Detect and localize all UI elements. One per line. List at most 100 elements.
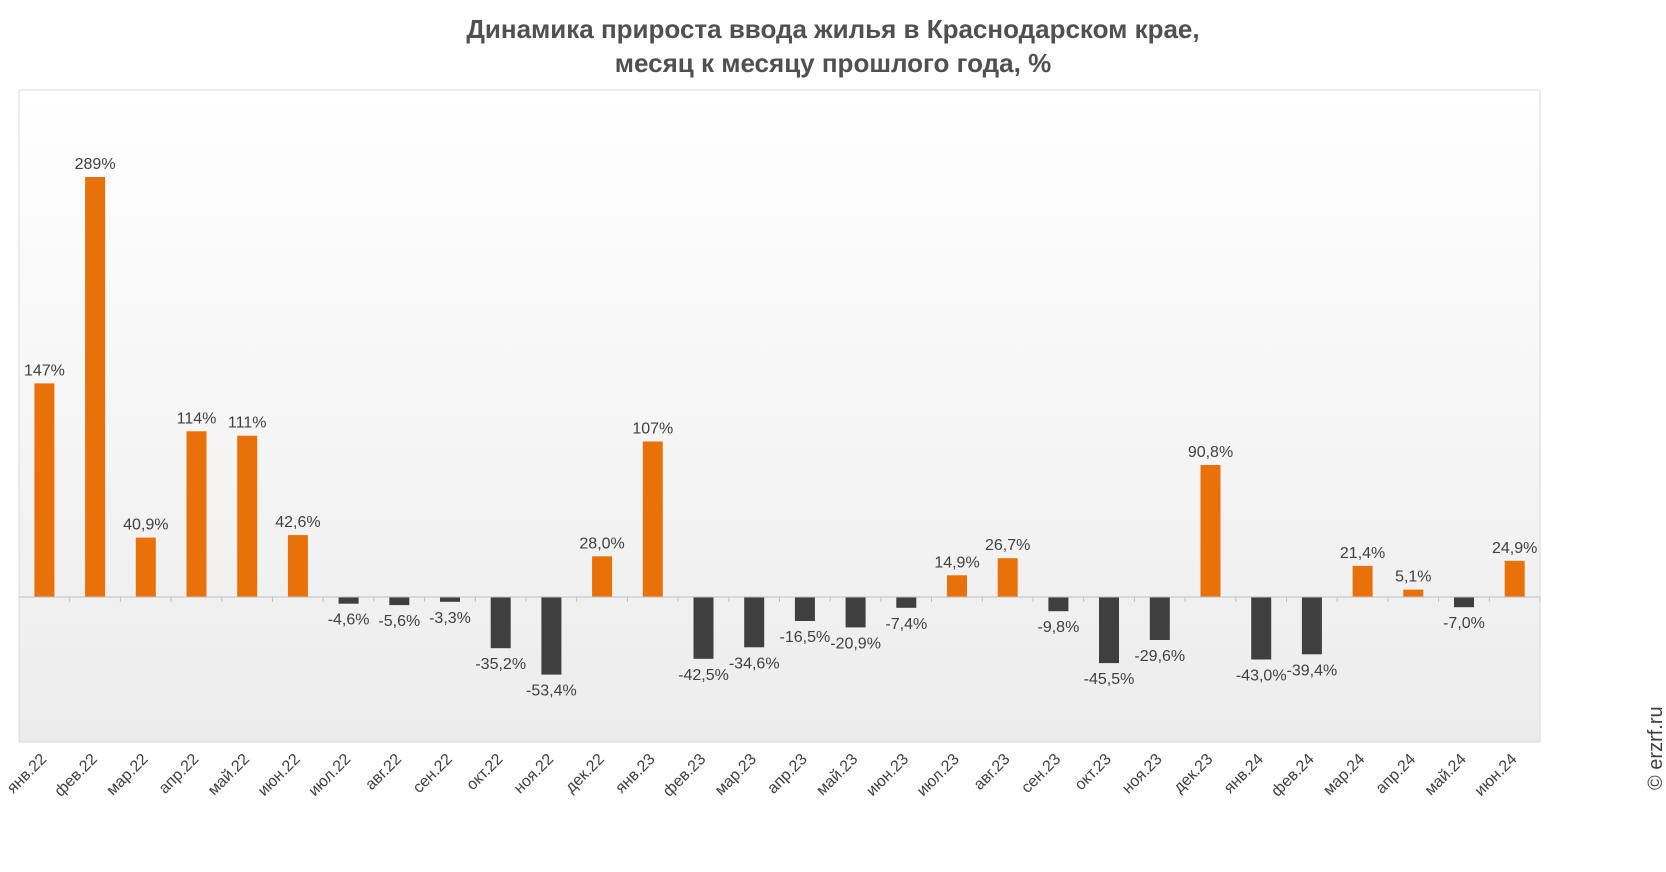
x-tick-label: апр.23: [764, 751, 811, 798]
value-label: 5,1%: [1395, 569, 1431, 586]
bar: [896, 597, 917, 608]
x-tick-label: апр.24: [1373, 751, 1420, 798]
x-tick-label: мар.24: [1320, 751, 1368, 799]
x-tick-label: апр.22: [156, 751, 203, 798]
x-tick-labels-group: янв.22 фев.22 мар.22 апр.22 май.22 июн.22 июл.…: [4, 751, 1521, 800]
value-label: -7,0%: [1443, 615, 1485, 632]
watermark: © erzrf.ru: [1645, 706, 1666, 790]
bar: [1099, 597, 1119, 664]
value-label: -20,9%: [830, 635, 881, 652]
x-tick-label: авг.23: [971, 751, 1014, 794]
chart-title-line1: Динамика прироста ввода жилья в Краснода…: [466, 14, 1200, 44]
bar: [1048, 597, 1069, 612]
x-tick-label: сен.22: [410, 751, 456, 797]
x-tick-label: янв.23: [612, 751, 658, 797]
bar: [1251, 597, 1272, 660]
bar: [997, 558, 1018, 597]
value-label: 26,7%: [985, 537, 1030, 554]
x-tick-label: июн.24: [1472, 751, 1521, 800]
x-tick-label: ноя.23: [1119, 751, 1165, 797]
bar: [642, 441, 663, 597]
value-label: -43,0%: [1236, 668, 1287, 685]
bar: [1352, 565, 1373, 597]
x-tick-label: июл.22: [306, 751, 355, 800]
bar: [1403, 589, 1424, 597]
bar: [1454, 597, 1474, 608]
bar: [693, 597, 714, 659]
value-label: -7,4%: [885, 616, 927, 633]
x-tick-label: янв.24: [1221, 751, 1267, 797]
x-tick-label: май.24: [1422, 751, 1470, 799]
value-label: -16,5%: [780, 629, 831, 646]
bar: [1149, 597, 1170, 640]
value-label: -39,4%: [1287, 662, 1338, 679]
value-label: -4,6%: [328, 612, 370, 629]
bar: [85, 177, 106, 597]
x-tick-label: июн.23: [863, 751, 912, 800]
bars-group: [34, 177, 1525, 675]
value-labels-group: 147% 289% 40,9% 114% 111% 42,6% -4,6% -5,6% -3,3…: [24, 156, 1537, 700]
bar: [338, 597, 359, 604]
x-tick-label: май.22: [205, 751, 253, 799]
bar: [592, 556, 613, 597]
bar: [845, 597, 866, 628]
bar: [794, 597, 815, 621]
value-label: -45,5%: [1084, 671, 1135, 688]
value-label: -9,8%: [1038, 619, 1080, 636]
x-tick-label: сен.23: [1018, 751, 1064, 797]
bar: [34, 383, 55, 597]
bar: [744, 597, 765, 648]
bar: [135, 537, 156, 597]
value-label: 24,9%: [1492, 540, 1537, 557]
bar: [440, 597, 460, 602]
bar: [287, 535, 308, 597]
value-label: 42,6%: [275, 514, 320, 531]
value-label: 111%: [228, 415, 267, 432]
x-tick-label: дек.22: [562, 751, 608, 797]
value-label: 90,8%: [1188, 444, 1233, 461]
x-tick-label: авг.22: [362, 751, 405, 794]
bar: [1301, 597, 1322, 655]
x-tick-label: окт.23: [1072, 751, 1115, 794]
x-tick-label: ноя.22: [511, 751, 557, 797]
value-label: 107%: [632, 421, 673, 438]
bar: [1504, 560, 1525, 597]
x-tick-label: окт.22: [463, 751, 506, 794]
value-label: -3,3%: [429, 610, 471, 627]
value-label: 40,9%: [123, 517, 168, 534]
value-label: -5,6%: [378, 613, 420, 630]
bar: [1200, 465, 1221, 597]
value-label: 114%: [177, 410, 217, 427]
x-tick-label: фев.22: [52, 751, 101, 800]
value-label: 289%: [75, 156, 116, 173]
x-tick-label: мар.23: [712, 751, 760, 799]
x-tick-label: дек.23: [1171, 751, 1217, 797]
x-tick-label: фев.23: [660, 751, 709, 800]
plot-area: [18, 89, 1541, 743]
value-label: -53,4%: [526, 683, 577, 700]
x-tick-label: июн.22: [255, 751, 304, 800]
x-tick-label: фев.24: [1268, 751, 1317, 800]
bar: [541, 597, 562, 675]
x-tick-label: июл.23: [914, 751, 963, 800]
value-label: -35,2%: [475, 656, 526, 673]
value-label: 14,9%: [934, 554, 979, 571]
value-label: 147%: [24, 362, 65, 379]
value-label: -29,6%: [1134, 648, 1185, 665]
value-label: 28,0%: [579, 535, 624, 552]
x-tick-label: мар.22: [104, 751, 152, 799]
bar: [490, 597, 511, 649]
bar: [186, 431, 207, 597]
chart-title: Динамика прироста ввода жилья в Краснода…: [0, 12, 1666, 80]
x-axis: [19, 596, 1541, 602]
x-tick-label: янв.22: [4, 751, 50, 797]
x-tick-label: май.23: [813, 751, 861, 799]
chart-title-line2: месяц к месяцу прошлого года, %: [614, 48, 1052, 78]
bar: [389, 597, 410, 606]
value-label: -42,5%: [678, 667, 729, 684]
value-label: -34,6%: [729, 655, 780, 672]
bar: [237, 435, 258, 597]
value-label: 21,4%: [1340, 545, 1385, 562]
bar: [947, 575, 967, 597]
